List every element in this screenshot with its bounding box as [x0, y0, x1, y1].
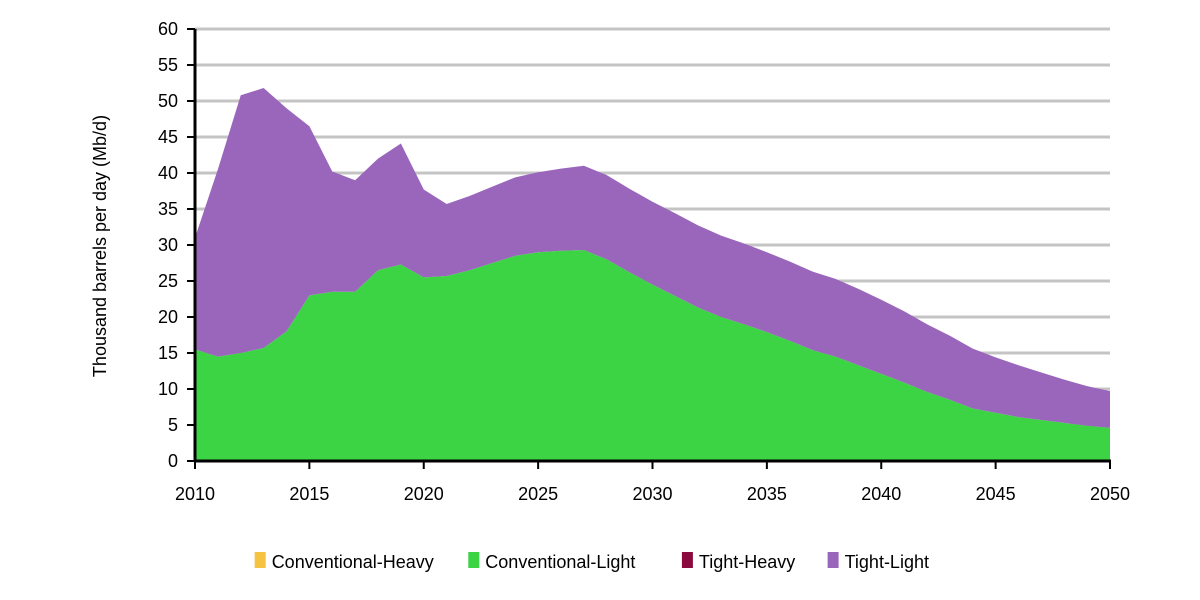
legend-item-tight-heavy: Tight-Heavy: [681, 552, 795, 572]
legend-item-conventional-light: Conventional-Light: [468, 552, 635, 572]
y-tick-label-25: 25: [158, 271, 178, 291]
legend-label-tight-light: Tight-Light: [845, 552, 929, 572]
x-tick-label-2035: 2035: [747, 484, 787, 504]
area-conventional-light: [195, 250, 1110, 461]
x-tick-label-2050: 2050: [1090, 484, 1130, 504]
y-tick-label-55: 55: [158, 55, 178, 75]
legend-swatch-tight-light: [827, 552, 839, 568]
y-tick-label-10: 10: [158, 379, 178, 399]
y-tick-label-40: 40: [158, 163, 178, 183]
axes: [187, 28, 1111, 469]
x-tick-label-2040: 2040: [861, 484, 901, 504]
x-tick-label-2030: 2030: [632, 484, 672, 504]
y-tick-labels: 0 5 10 15 20 25 30 35 40 45 50 55 60: [158, 19, 178, 471]
y-tick-label-15: 15: [158, 343, 178, 363]
x-tick-label-2025: 2025: [518, 484, 558, 504]
area-series-group: [195, 88, 1110, 461]
y-tick-label-5: 5: [168, 415, 178, 435]
legend-swatch-tight-heavy: [681, 552, 693, 568]
x-tick-labels: 2010 2015 2020 2025 2030 2035 2040 2045 2050: [175, 484, 1130, 504]
y-axis-title: Thousand barrels per day (Mb/d): [90, 115, 110, 377]
y-tick-label-35: 35: [158, 199, 178, 219]
legend-label-conventional-heavy: Conventional-Heavy: [272, 552, 434, 572]
x-tick-label-2045: 2045: [976, 484, 1016, 504]
legend-swatch-conventional-light: [468, 552, 480, 568]
legend-label-conventional-light: Conventional-Light: [485, 552, 635, 572]
y-tick-label-50: 50: [158, 91, 178, 111]
x-tick-label-2015: 2015: [289, 484, 329, 504]
legend-label-tight-heavy: Tight-Heavy: [699, 552, 795, 572]
y-tick-label-30: 30: [158, 235, 178, 255]
legend-swatch-conventional-heavy: [254, 552, 266, 568]
area-tight-light: [195, 88, 1110, 428]
y-tick-label-60: 60: [158, 19, 178, 39]
y-tick-label-20: 20: [158, 307, 178, 327]
legend-item-tight-light: Tight-Light: [827, 552, 929, 572]
y-tick-label-45: 45: [158, 127, 178, 147]
legend-item-conventional-heavy: Conventional-Heavy: [254, 552, 434, 572]
x-tick-label-2010: 2010: [175, 484, 215, 504]
y-tick-label-0: 0: [168, 451, 178, 471]
x-tick-label-2020: 2020: [404, 484, 444, 504]
legend: Conventional-Heavy Conventional-Light Tigh…: [254, 552, 929, 572]
